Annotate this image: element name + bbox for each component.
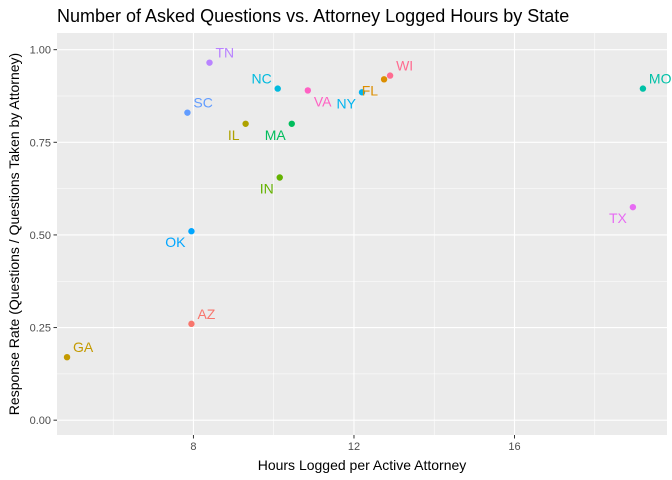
point-in [276, 174, 283, 181]
point-il [242, 120, 249, 127]
point-tn [206, 59, 213, 66]
y-axis-ticks: 0.00 0.25 0.50 0.75 1.00 [30, 45, 57, 427]
point-ga [63, 353, 71, 361]
point-labels: AZ FL GA IL IN MA MO NC NY OK SC TN TX VA WI [73, 45, 672, 356]
label-tx: TX [609, 210, 628, 226]
label-ga: GA [73, 339, 94, 355]
point-ok [188, 228, 195, 235]
point-ny [358, 89, 366, 96]
label-az: AZ [197, 306, 215, 322]
label-in: IN [260, 180, 274, 196]
point-ma [288, 120, 295, 127]
point-va [304, 87, 312, 94]
chart-title: Number of Asked Questions vs. Attorney L… [57, 6, 569, 26]
point-wi [386, 72, 394, 79]
point-nc [274, 85, 281, 92]
x-axis-ticks: 8 12 16 [190, 435, 521, 453]
minor-gridlines [57, 33, 667, 435]
x-axis-title: Hours Logged per Active Attorney [258, 457, 467, 473]
data-points [63, 59, 647, 361]
y-tick-label: 0.00 [30, 415, 51, 427]
major-gridlines [57, 33, 667, 435]
x-tick-label: 16 [508, 441, 520, 453]
point-az [188, 320, 195, 328]
point-fl [380, 76, 388, 83]
y-tick-label: 0.25 [30, 323, 51, 335]
label-ma: MA [265, 127, 287, 143]
x-tick-label: 12 [348, 441, 360, 453]
y-tick-label: 0.75 [30, 137, 51, 149]
y-axis-title: Response Rate (Questions / Questions Tak… [6, 53, 22, 415]
point-mo [639, 85, 647, 92]
point-tx [629, 203, 637, 211]
y-tick-label: 0.50 [30, 230, 51, 242]
label-tn: TN [216, 45, 235, 61]
label-sc: SC [193, 95, 212, 111]
label-fl: FL [362, 82, 379, 98]
label-ny: NY [337, 95, 357, 111]
y-tick-label: 1.00 [30, 45, 51, 57]
label-il: IL [228, 127, 240, 143]
plot-panel [57, 33, 667, 435]
label-nc: NC [251, 71, 271, 87]
label-mo: MO [649, 71, 672, 87]
label-wi: WI [396, 58, 413, 74]
label-va: VA [314, 93, 332, 109]
x-tick-label: 8 [190, 441, 196, 453]
label-ok: OK [165, 234, 186, 250]
point-sc [184, 109, 191, 116]
